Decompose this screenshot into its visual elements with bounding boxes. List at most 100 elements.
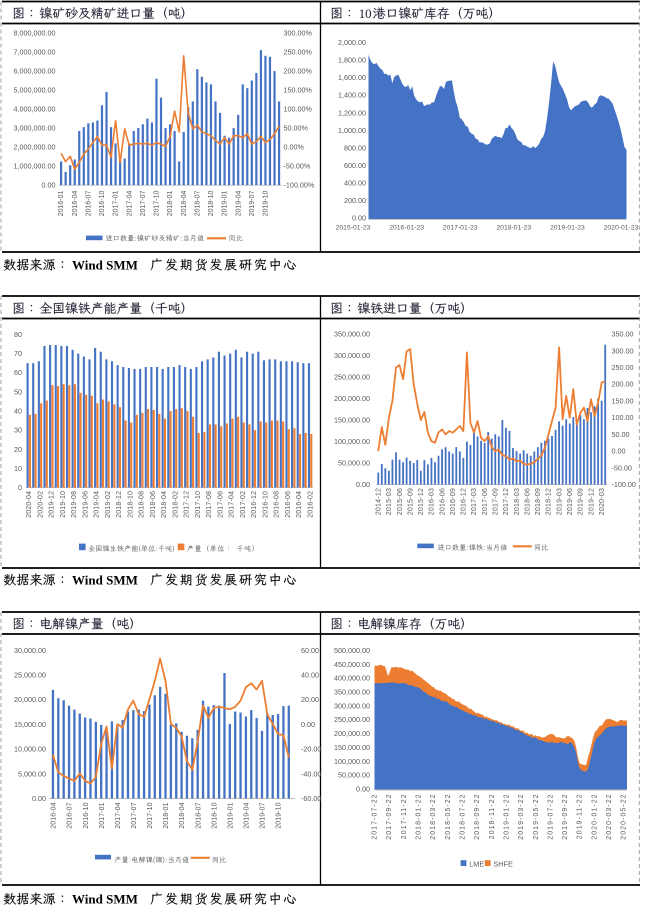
svg-text:2019-10: 2019-10 (263, 191, 270, 217)
svg-text:2019-03-22: 2019-03-22 (518, 793, 525, 839)
svg-text:2017-10: 2017-10 (147, 802, 154, 828)
svg-text:2019-10: 2019-10 (276, 802, 283, 828)
svg-text:2017-02: 2017-02 (240, 491, 247, 518)
svg-text:-60.00: -60.00 (301, 794, 321, 803)
svg-text:600.00: 600.00 (344, 161, 366, 170)
svg-text:2020-02: 2020-02 (37, 491, 44, 518)
svg-text:2,000,000.00: 2,000,000.00 (14, 143, 56, 152)
svg-text:2019-07: 2019-07 (249, 191, 256, 217)
svg-text:20: 20 (14, 445, 22, 454)
svg-text:2019-12: 2019-12 (588, 488, 595, 515)
svg-text:2019-10: 2019-10 (60, 491, 67, 518)
svg-text:1,600.00: 1,600.00 (338, 73, 366, 82)
svg-text:2020-04: 2020-04 (26, 491, 33, 518)
svg-text:400,000.00: 400,000.00 (334, 674, 370, 683)
svg-text:350,000.00: 350,000.00 (334, 688, 370, 697)
svg-text:5,000,000.00: 5,000,000.00 (14, 86, 56, 95)
svg-text:2018-09: 2018-09 (535, 488, 542, 515)
svg-text:60.00: 60.00 (301, 646, 319, 655)
svg-text:100.00%: 100.00% (284, 105, 313, 114)
svg-text:3,000,000.00: 3,000,000.00 (14, 124, 56, 133)
svg-text:2017-07: 2017-07 (131, 802, 138, 828)
svg-text:2016-10: 2016-10 (99, 191, 106, 217)
svg-text:2017-01: 2017-01 (113, 191, 120, 217)
svg-text:30,000.00: 30,000.00 (14, 646, 46, 655)
svg-text:2016-06: 2016-06 (439, 488, 446, 515)
svg-text:30: 30 (14, 426, 22, 435)
svg-text:2016-07: 2016-07 (85, 191, 92, 217)
svg-text:1,400.00: 1,400.00 (338, 91, 366, 100)
svg-text:2016-06: 2016-06 (285, 491, 292, 518)
svg-text:2015-09: 2015-09 (407, 488, 414, 515)
svg-text:2017-01-23: 2017-01-23 (443, 225, 478, 232)
svg-text:2017-11-22: 2017-11-22 (401, 793, 408, 839)
svg-text:2017-12: 2017-12 (503, 488, 510, 515)
svg-text:2018-09-22: 2018-09-22 (474, 793, 481, 839)
svg-text:5,000.00: 5,000.00 (18, 769, 46, 778)
svg-text:2017-08: 2017-08 (206, 491, 213, 518)
svg-text:2018-10: 2018-10 (211, 802, 218, 828)
svg-text:200,000.00: 200,000.00 (334, 394, 370, 403)
svg-text:2,000.00: 2,000.00 (338, 38, 366, 47)
svg-text:50: 50 (14, 387, 22, 396)
svg-text:100,000.00: 100,000.00 (334, 437, 370, 446)
svg-text:0.00: 0.00 (42, 181, 56, 190)
svg-text:2018-11-22: 2018-11-22 (489, 793, 496, 839)
svg-text:0.00: 0.00 (356, 480, 370, 489)
svg-text:7,000,000.00: 7,000,000.00 (14, 48, 56, 57)
svg-text:2019-01-23: 2019-01-23 (550, 225, 585, 232)
svg-text:60: 60 (14, 368, 22, 377)
svg-text:SHFE: SHFE (493, 859, 513, 868)
svg-text:50.00%: 50.00% (284, 124, 309, 133)
svg-text:70: 70 (14, 349, 22, 358)
svg-text:10: 10 (14, 464, 22, 473)
svg-text:2016-12: 2016-12 (251, 491, 258, 518)
svg-text:2019-04: 2019-04 (244, 802, 251, 828)
svg-text:2019-01: 2019-01 (228, 802, 235, 828)
svg-text:350,000.00: 350,000.00 (334, 330, 370, 339)
svg-text:6,000,000.00: 6,000,000.00 (14, 67, 56, 76)
svg-text:-50.00%: -50.00% (284, 162, 311, 171)
svg-text:2019-05-22: 2019-05-22 (533, 793, 540, 839)
svg-text:10: 10 (359, 7, 372, 21)
svg-text:2020-03-22: 2020-03-22 (606, 793, 613, 839)
svg-text:20,000.00: 20,000.00 (14, 695, 46, 704)
svg-text:2018-12: 2018-12 (546, 488, 553, 515)
svg-text:50.00: 50.00 (612, 430, 630, 439)
svg-text:-50.00: -50.00 (612, 463, 632, 472)
svg-text:40: 40 (14, 407, 22, 416)
svg-text:2017-04: 2017-04 (229, 491, 236, 518)
svg-text:2019-01: 2019-01 (222, 191, 229, 217)
svg-text:2018-10: 2018-10 (208, 191, 215, 217)
svg-text:300,000.00: 300,000.00 (334, 701, 370, 710)
svg-text:2015-12: 2015-12 (418, 488, 425, 515)
svg-text:200.00: 200.00 (612, 380, 634, 389)
svg-text:2016-09: 2016-09 (450, 488, 457, 515)
svg-text:2017-09-22: 2017-09-22 (386, 793, 393, 839)
svg-text:LME: LME (469, 859, 484, 868)
svg-text:1,000.00: 1,000.00 (338, 126, 366, 135)
svg-text:2018-06: 2018-06 (150, 491, 157, 518)
svg-text:2019-01-22: 2019-01-22 (503, 793, 510, 839)
svg-text:0.00: 0.00 (356, 785, 370, 794)
svg-text:2019-07: 2019-07 (260, 802, 267, 828)
svg-text:100.00: 100.00 (612, 413, 634, 422)
svg-text:2016-08: 2016-08 (274, 491, 281, 518)
svg-text:2019-06: 2019-06 (567, 488, 574, 515)
svg-text:-40.00: -40.00 (301, 769, 321, 778)
svg-text:150.00%: 150.00% (284, 86, 313, 95)
svg-text:2019-03: 2019-03 (556, 488, 563, 515)
svg-text:2017-09: 2017-09 (493, 488, 500, 515)
svg-text:2016-07: 2016-07 (67, 802, 74, 828)
svg-text:2020-05-22: 2020-05-22 (621, 793, 628, 839)
svg-text:2018-07: 2018-07 (194, 191, 201, 217)
svg-text:2017-10: 2017-10 (195, 491, 202, 518)
svg-text:-20.00: -20.00 (301, 745, 321, 754)
svg-text:2017-03: 2017-03 (471, 488, 478, 515)
svg-text:0.00%: 0.00% (284, 143, 305, 152)
svg-text:250.00%: 250.00% (284, 48, 313, 57)
svg-text:2017-04: 2017-04 (115, 802, 122, 828)
svg-text:2015-03: 2015-03 (386, 488, 393, 515)
svg-text:2019-06: 2019-06 (82, 491, 89, 518)
svg-text:2019-11-22: 2019-11-22 (577, 793, 584, 839)
